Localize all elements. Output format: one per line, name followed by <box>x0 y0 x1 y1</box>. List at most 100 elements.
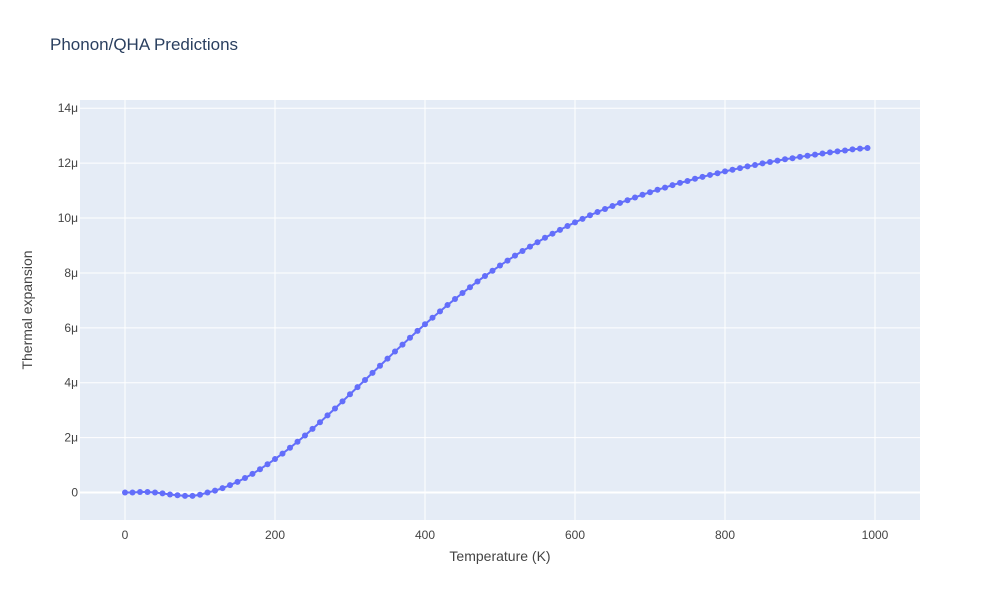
y-tick-label: 4μ <box>64 376 78 390</box>
x-axis-title: Temperature (K) <box>449 548 550 564</box>
data-point <box>189 492 196 499</box>
data-point <box>609 202 616 209</box>
y-tick-label: 10μ <box>58 211 78 225</box>
data-point <box>452 296 458 303</box>
data-point <box>264 461 271 468</box>
data-point <box>699 173 706 180</box>
series-line <box>125 147 868 497</box>
data-point <box>219 485 226 492</box>
data-point <box>242 475 248 481</box>
data-point <box>504 257 511 264</box>
data-point <box>422 321 428 328</box>
data-point <box>729 166 736 173</box>
data-point <box>602 205 608 212</box>
data-point <box>857 145 863 152</box>
data-point <box>654 186 661 193</box>
data-point <box>737 165 743 172</box>
data-point <box>684 177 691 184</box>
data-point <box>662 184 668 191</box>
data-point <box>392 348 398 355</box>
plot-area <box>80 100 920 520</box>
data-point <box>527 243 533 250</box>
data-point <box>827 149 833 156</box>
data-point <box>722 168 728 175</box>
data-point <box>632 194 638 201</box>
data-point <box>122 489 128 496</box>
data-point <box>512 252 518 259</box>
data-point <box>864 145 871 152</box>
data-point <box>752 162 758 169</box>
data-point <box>174 492 181 499</box>
data-point <box>234 478 241 485</box>
data-point <box>354 384 361 391</box>
x-tick-label: 200 <box>265 528 285 542</box>
data-point <box>152 489 158 496</box>
data-point <box>767 159 773 166</box>
data-point <box>647 189 653 196</box>
data-point <box>377 362 383 369</box>
x-tick-labels: 0 200 400 600 800 1000 <box>122 528 889 542</box>
data-point <box>744 163 751 170</box>
data-point <box>444 302 451 309</box>
x-tick-label: 600 <box>565 528 585 542</box>
data-point <box>317 419 323 426</box>
data-point <box>309 425 316 432</box>
data-point <box>249 470 256 477</box>
data-point <box>639 191 646 198</box>
data-point <box>617 199 623 206</box>
data-point <box>482 272 488 279</box>
data-point <box>197 491 203 498</box>
data-point <box>167 491 173 498</box>
data-point <box>579 215 586 222</box>
data-point <box>429 314 436 321</box>
data-point <box>549 230 556 237</box>
data-point <box>797 153 803 160</box>
data-point <box>227 482 233 489</box>
data-point <box>782 156 788 163</box>
data-point <box>459 289 466 296</box>
data-point <box>812 151 818 158</box>
chart-title: Phonon/QHA Predictions <box>50 35 238 54</box>
data-point <box>759 160 766 167</box>
data-point <box>257 466 263 473</box>
data-point <box>182 492 188 499</box>
data-point <box>272 456 278 463</box>
y-tick-labels: 0 2μ 4μ 6μ 8μ 10μ 12μ 14μ <box>58 101 79 499</box>
data-point <box>204 489 211 496</box>
data-point <box>669 182 676 189</box>
y-tick-label: 0 <box>71 486 78 500</box>
data-point <box>324 412 331 419</box>
data-point <box>519 247 526 254</box>
y-tick-label: 6μ <box>64 321 78 335</box>
x-tick-label: 800 <box>715 528 735 542</box>
data-point <box>789 155 796 162</box>
y-tick-label: 2μ <box>64 431 78 445</box>
data-point <box>692 175 698 182</box>
data-point <box>129 489 136 496</box>
data-point <box>414 327 421 334</box>
data-point <box>384 355 391 362</box>
data-point <box>302 432 308 439</box>
data-point <box>572 219 578 226</box>
y-tick-label: 12μ <box>58 156 78 170</box>
data-point <box>332 405 338 412</box>
data-point <box>624 197 631 204</box>
data-point <box>587 212 593 219</box>
y-tick-label: 14μ <box>58 101 78 115</box>
data-point <box>279 450 286 457</box>
data-point <box>707 171 713 178</box>
data-point <box>437 308 443 315</box>
x-tick-label: 400 <box>415 528 435 542</box>
y-gridlines <box>80 107 920 494</box>
data-point <box>849 146 856 153</box>
data-point <box>564 223 571 229</box>
data-point <box>144 489 151 495</box>
data-point <box>399 341 406 348</box>
data-point <box>159 490 166 497</box>
y-tick-label: 8μ <box>64 266 78 280</box>
data-point <box>362 377 368 383</box>
data-point <box>677 179 683 186</box>
data-point <box>347 391 353 398</box>
data-point <box>369 369 376 376</box>
y-axis-title: Thermal expansion <box>19 250 35 369</box>
